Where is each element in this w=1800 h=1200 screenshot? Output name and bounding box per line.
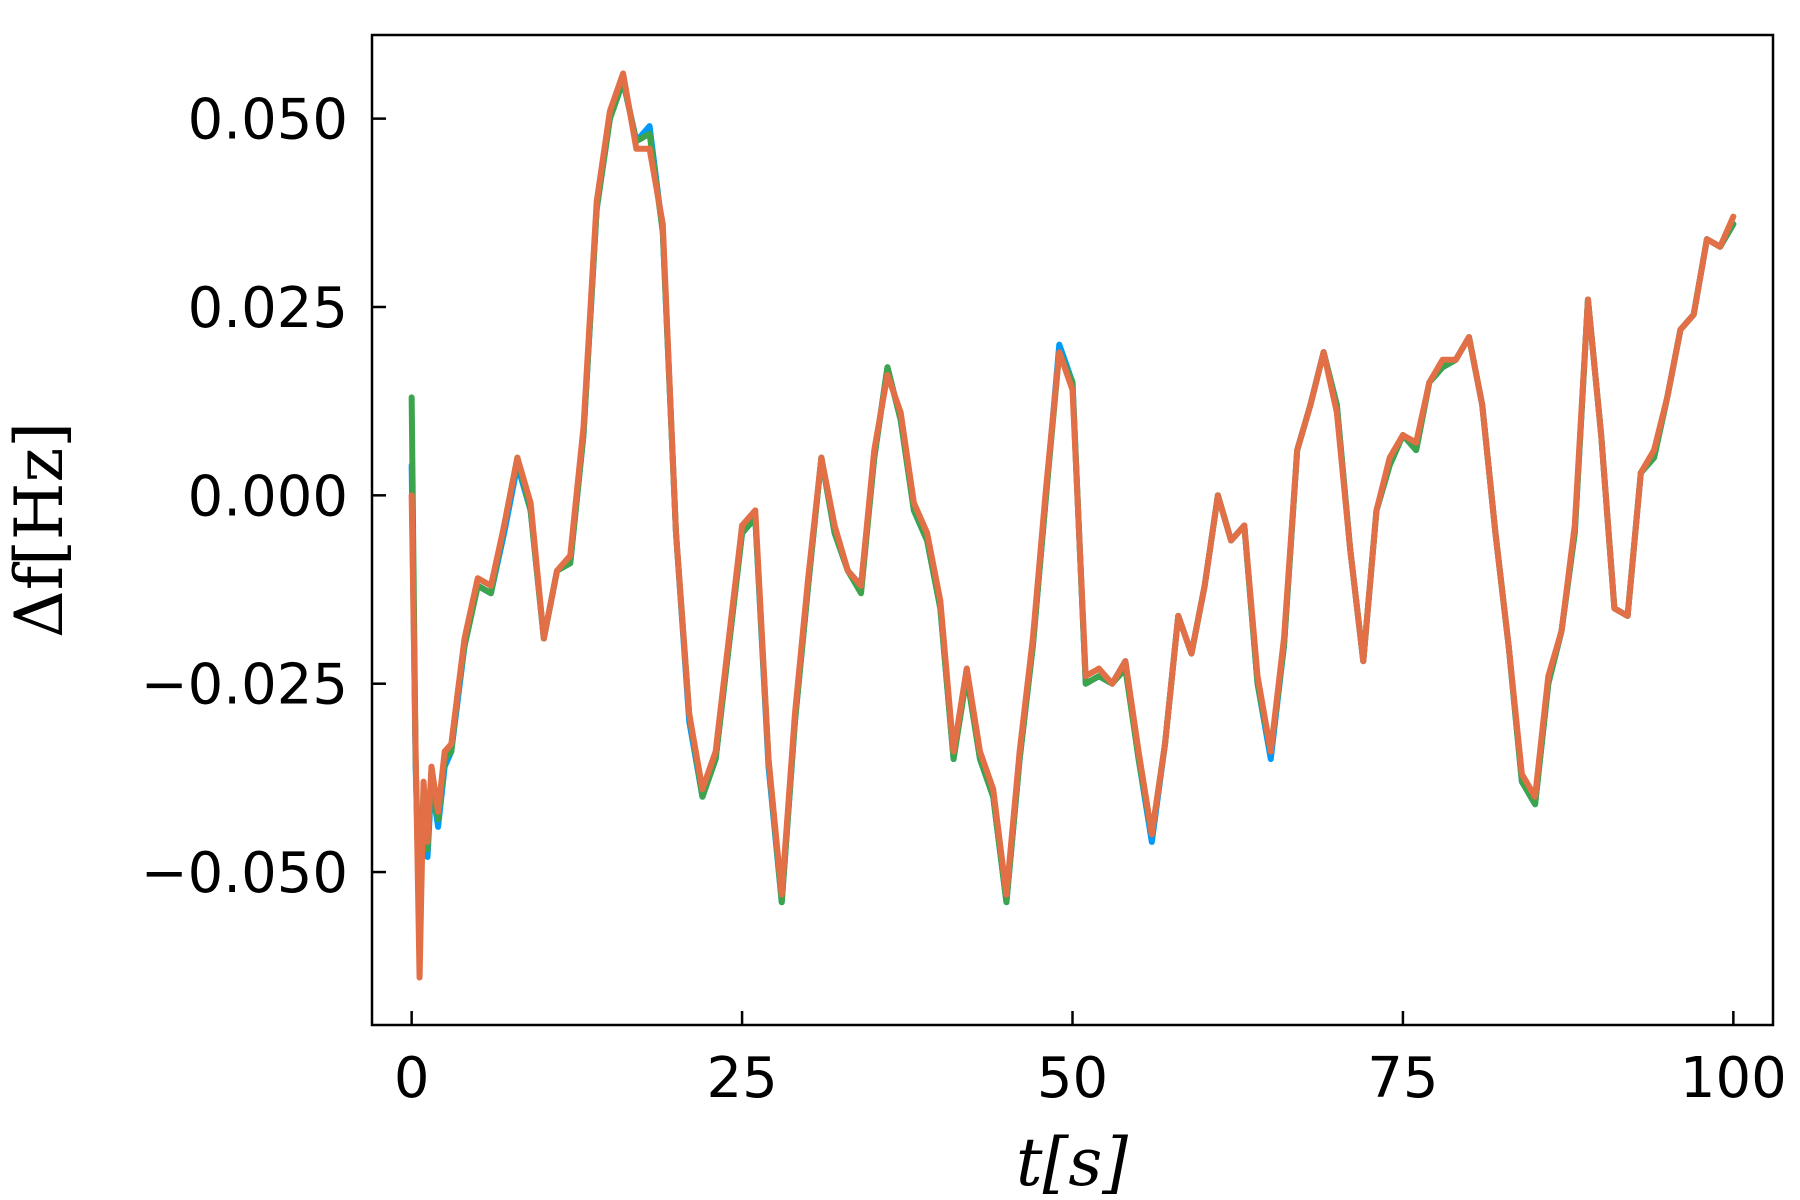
y-axis-title: Δf[Hz] (1, 422, 78, 638)
series-layer (408, 70, 1737, 981)
x-tick-label: 100 (1680, 1046, 1787, 1111)
x-tick-label: 25 (706, 1046, 777, 1111)
x-tick-label: 75 (1367, 1046, 1438, 1111)
plot-frame (370, 33, 1775, 1027)
tick-layer: 0 25 50 75 100 0.050 0.025 0.000 −0.025 −0.050 (141, 88, 1787, 1111)
series-line-3 (408, 70, 1737, 981)
x-axis-title: t[s] (1016, 1124, 1128, 1200)
y-tick-label: −0.050 (141, 841, 348, 906)
y-tick-label: 0.050 (188, 88, 348, 153)
x-tick-label: 0 (394, 1046, 430, 1111)
y-tick-label: 0.000 (188, 464, 348, 529)
y-tick-label: −0.025 (141, 653, 348, 718)
y-tick-label: 0.025 (188, 276, 348, 341)
x-tick-label: 50 (1037, 1046, 1108, 1111)
